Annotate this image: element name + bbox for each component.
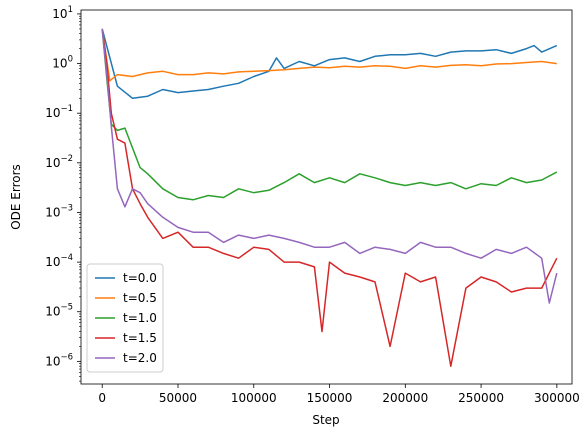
y-axis-label: ODE Errors (9, 164, 23, 230)
legend: t=0.0 t=0.5 t=1.0 t=1.5 t=2.0 (86, 263, 164, 373)
y-tick-label: 10−5 (45, 303, 73, 319)
y-tick-label: 10−3 (45, 203, 73, 219)
legend-box (86, 263, 164, 373)
x-tick-label: 100000 (231, 391, 277, 405)
legend-label: t=1.0 (123, 311, 157, 325)
x-tick-label: 150000 (307, 391, 353, 405)
x-tick-label: 300000 (534, 391, 580, 405)
series-line-2 (101, 28, 558, 201)
x-axis-label: Step (312, 413, 339, 427)
y-tick-label: 10−4 (45, 253, 73, 269)
y-tick-label: 10−6 (45, 352, 73, 368)
y-tick-label: 100 (52, 55, 73, 71)
series-line-1 (101, 28, 557, 82)
legend-label: t=0.5 (123, 291, 157, 305)
x-tick-label: 250000 (458, 391, 504, 405)
y-tick-label: 10−1 (45, 104, 73, 120)
series-line-4 (101, 28, 558, 304)
x-tick-label: 50000 (159, 391, 197, 405)
x-tick-label: 200000 (382, 391, 428, 405)
x-tick-label: 0 (98, 391, 106, 405)
series-line-0 (101, 28, 558, 100)
series-line-3 (101, 28, 558, 367)
series-layer (101, 28, 558, 367)
legend-label: t=1.5 (123, 331, 157, 345)
plot-frame (80, 9, 573, 385)
y-tick-label: 101 (52, 5, 73, 21)
legend-label: t=2.0 (123, 351, 157, 365)
y-axis: 10−6 10−5 10−4 10−3 10−2 10−1 100 101 (45, 5, 81, 382)
legend-label: t=0.0 (123, 271, 157, 285)
y-tick-label: 10−2 (45, 154, 73, 170)
x-axis: 0 50000 100000 150000 200000 250000 300000 (98, 384, 580, 405)
